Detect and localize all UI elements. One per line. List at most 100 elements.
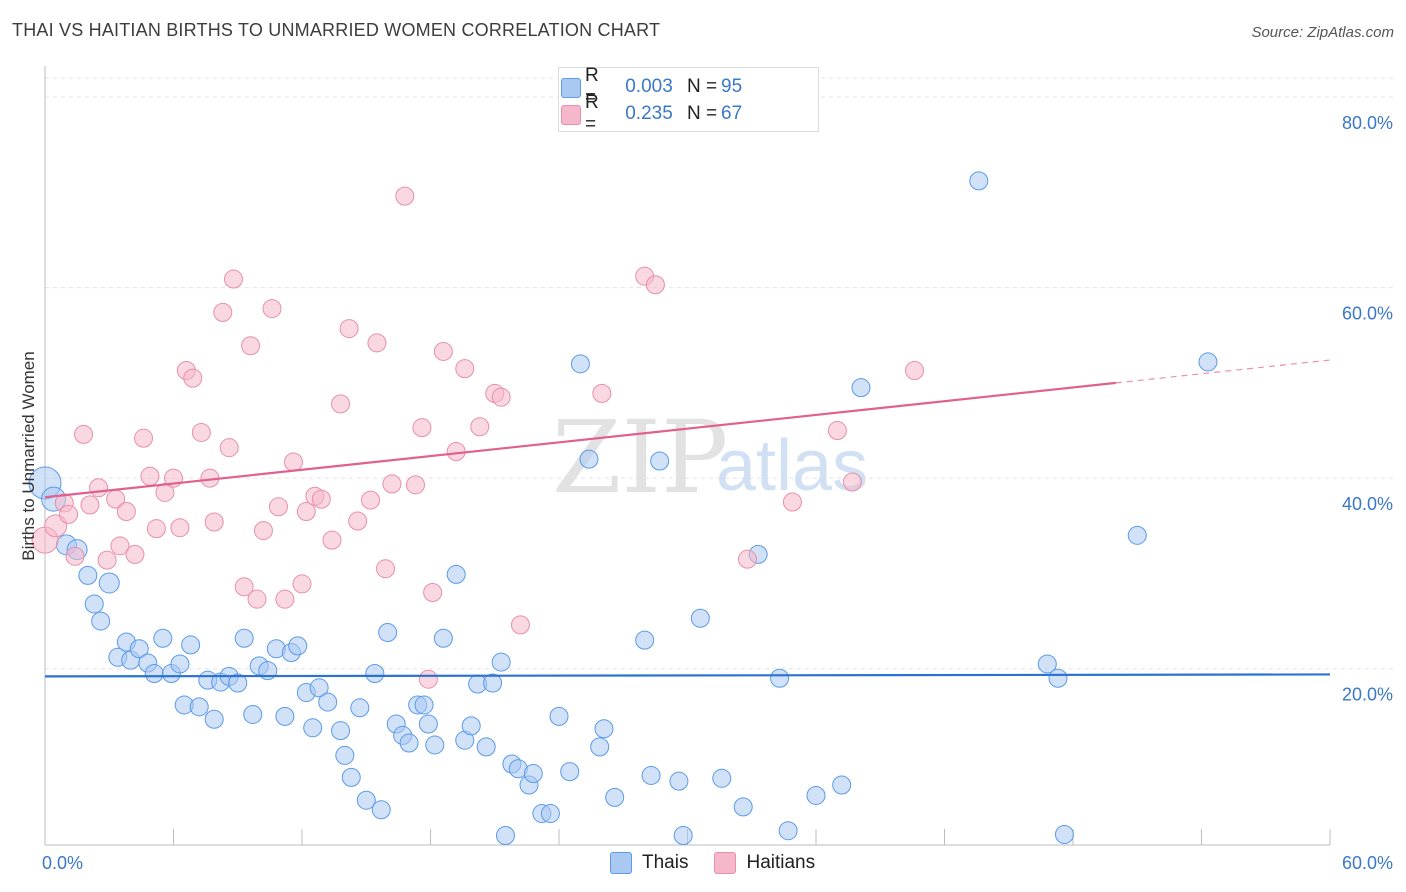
thais-point (594, 719, 614, 739)
thais-point (690, 608, 710, 628)
haitians-point (311, 489, 331, 509)
watermark-zip: ZIP (552, 399, 728, 516)
haitians-point (510, 615, 530, 635)
y-tick-label: 60.0% (1342, 304, 1393, 324)
series-legend-haitians: Haitians (714, 852, 815, 874)
haitians-point (219, 438, 239, 458)
haitians-point (191, 422, 211, 442)
thais-point (770, 668, 790, 688)
haitians-point (125, 544, 145, 564)
source-label: Source: ZipAtlas.com (1251, 24, 1394, 41)
thais-point (181, 635, 201, 655)
thais-point (641, 765, 661, 785)
haitians-point (433, 341, 453, 361)
haitians-point (283, 452, 303, 472)
thais-point (288, 636, 308, 656)
thais-point (461, 716, 481, 736)
legend-r-label: R = (585, 65, 599, 108)
thais-point (414, 695, 434, 715)
thais-point (446, 564, 466, 584)
haitians-points (31, 186, 925, 689)
haitians-point (170, 518, 190, 538)
haitians-point (376, 559, 396, 579)
haitians-trend-extension (1115, 359, 1331, 384)
thais-point (605, 787, 625, 807)
haitians-point (268, 497, 288, 517)
legend-n-label: N = (687, 103, 718, 124)
thais-point (1198, 352, 1218, 372)
series-swatch-thais (610, 852, 632, 874)
legend-r-value: 0.003 (625, 76, 673, 97)
thais-point (1048, 668, 1068, 688)
thais-point (335, 745, 355, 765)
thais-point (495, 825, 515, 845)
haitians-point (782, 492, 802, 512)
thais-point (806, 785, 826, 805)
thais-point (1037, 654, 1057, 674)
thais-point (635, 630, 655, 650)
thais-point (303, 718, 323, 738)
thais-point (590, 737, 610, 757)
thais-point (523, 764, 543, 784)
thais-point (425, 735, 445, 755)
thais-point (549, 706, 569, 726)
zipatlas-watermark: ZIP atlas (552, 399, 868, 516)
haitians-point (382, 474, 402, 494)
thais-point (78, 565, 98, 585)
legend-swatch-haitians (561, 105, 581, 125)
haitians-point (59, 504, 79, 524)
thais-point (476, 737, 496, 757)
x-tick-label-max: 60.0% (1342, 853, 1393, 873)
haitians-point (146, 519, 166, 539)
thais-point (832, 775, 852, 795)
thais-point (98, 572, 120, 594)
series-legend-thais: Thais (610, 852, 688, 874)
thais-point (371, 800, 391, 820)
haitians-point (491, 387, 511, 407)
thais-point (418, 714, 438, 734)
axes (44, 66, 1331, 846)
legend-row-thais: R = 0.003 N = 95 (561, 65, 742, 108)
thais-points (28, 171, 1218, 845)
chart-title: THAI VS HAITIAN BIRTHS TO UNMARRIED WOME… (12, 20, 661, 40)
y-tick-label: 80.0% (1342, 113, 1393, 133)
thais-point (153, 628, 173, 648)
trend-lines (44, 359, 1331, 678)
haitians-point (292, 574, 312, 594)
thais-point (579, 449, 599, 469)
thais-point (189, 697, 209, 717)
haitians-point (134, 428, 154, 448)
thais-point (560, 762, 580, 782)
series-swatch-haitians (714, 852, 737, 874)
haitians-point (406, 475, 426, 495)
haitians-point (204, 512, 224, 532)
thais-point (378, 623, 398, 643)
haitians-point (423, 583, 443, 603)
thais-point (491, 652, 511, 672)
y-tick-label: 40.0% (1342, 494, 1393, 514)
thais-point (399, 733, 419, 753)
haitians-point (116, 502, 136, 522)
haitians-point (418, 669, 438, 689)
haitians-point (737, 549, 757, 569)
haitians-point (339, 319, 359, 339)
haitians-point (842, 472, 862, 492)
thais-point (309, 678, 329, 698)
thais-point (129, 639, 149, 659)
legend-r-label: R = (585, 92, 599, 135)
thais-point (204, 709, 224, 729)
thais-point (433, 628, 453, 648)
y-axis-label: Births to Unmarried Women (19, 351, 38, 560)
thais-point (356, 790, 376, 810)
legend-row-haitians: R = 0.235 N = 67 (561, 92, 742, 135)
thais-point (318, 692, 338, 712)
haitians-point (110, 536, 130, 556)
thais-point (1054, 825, 1074, 845)
haitians-point (275, 589, 295, 609)
series-label-haitians: Haitians (746, 852, 816, 873)
thais-point (778, 821, 798, 841)
haitians-point (241, 336, 261, 356)
haitians-point (247, 589, 267, 609)
haitians-point (140, 466, 160, 486)
haitians-point (470, 417, 490, 437)
